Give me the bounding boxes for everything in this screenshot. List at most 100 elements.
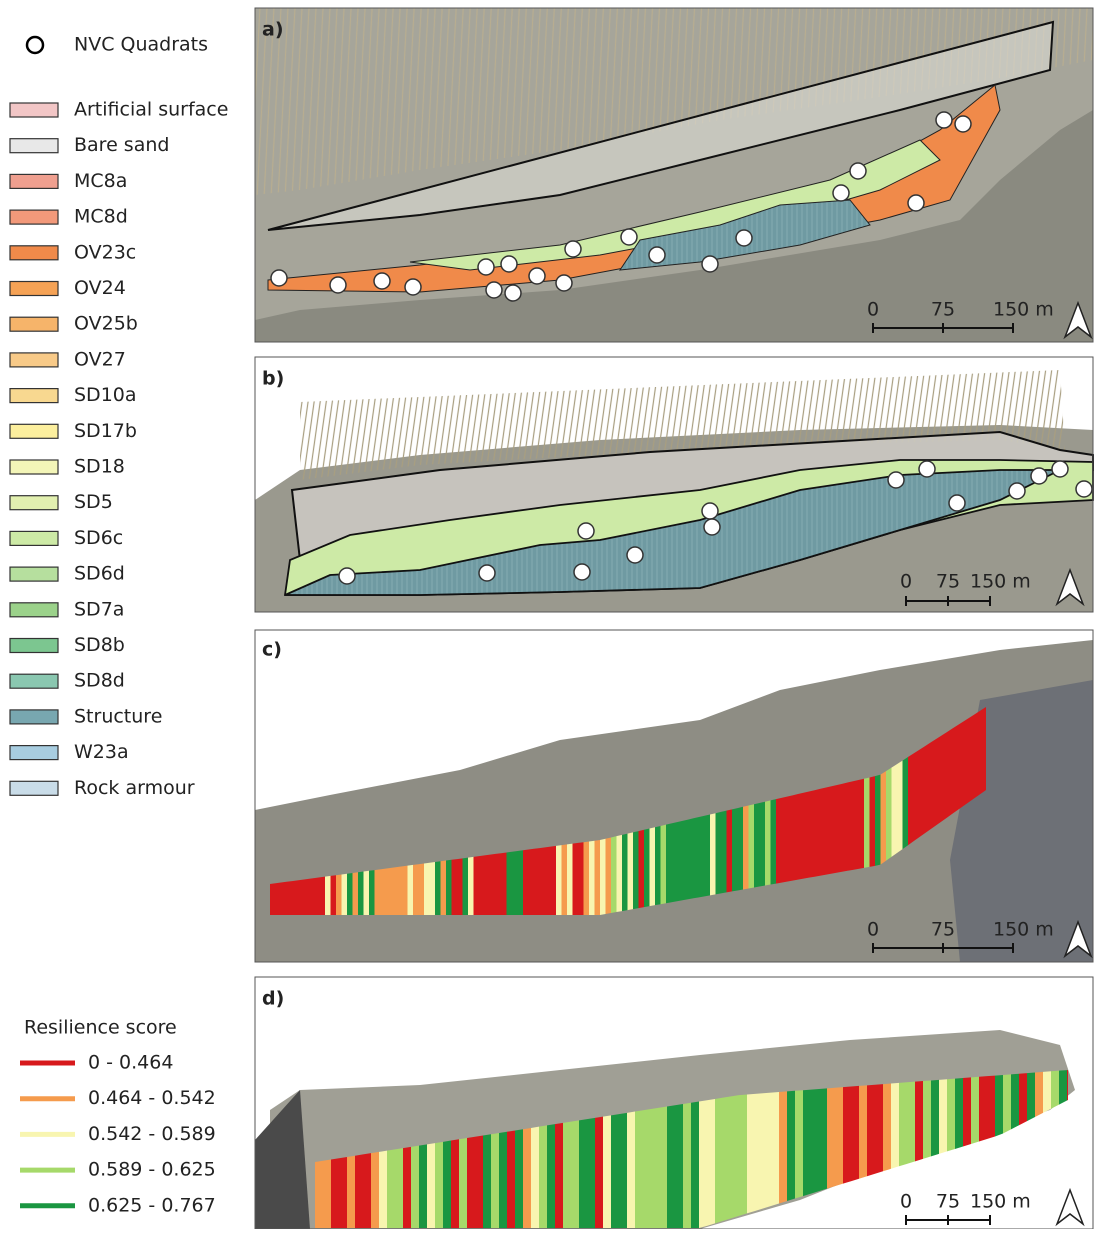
resilience-stripe bbox=[323, 1159, 331, 1228]
scale-label: 0 bbox=[900, 1191, 912, 1213]
resilience-stripe bbox=[931, 1080, 939, 1157]
legend-swatch bbox=[10, 460, 58, 474]
resilience-stripe bbox=[743, 806, 749, 890]
resilience-stripe bbox=[782, 797, 788, 883]
panel-label: c) bbox=[262, 639, 282, 661]
resilience-stripe bbox=[683, 820, 689, 901]
resilience-stripe bbox=[691, 1101, 699, 1228]
resilience-stripe bbox=[803, 1090, 811, 1196]
resilience-stripe bbox=[677, 821, 683, 901]
legend-label: SD7a bbox=[74, 598, 124, 620]
resilience-stripe bbox=[765, 800, 771, 885]
resilience-stripe bbox=[427, 1143, 435, 1228]
resilience-stripe bbox=[441, 861, 447, 915]
legend-label: Structure bbox=[74, 705, 162, 727]
resilience-stripe bbox=[1011, 1074, 1019, 1130]
resilience-stripe bbox=[457, 858, 463, 915]
legend-label: NVC Quadrats bbox=[74, 34, 208, 56]
resilience-stripe bbox=[371, 1152, 379, 1228]
resilience-stripe bbox=[512, 851, 518, 915]
scale-label: 150 m bbox=[970, 1191, 1031, 1213]
resilience-stripe bbox=[556, 845, 562, 915]
resilience-stripe bbox=[303, 879, 309, 915]
resilience-stripe bbox=[474, 856, 480, 915]
resilience-stripe bbox=[435, 1142, 443, 1228]
resilience-stripe bbox=[827, 1088, 835, 1189]
resilience-stripe bbox=[721, 811, 727, 894]
resilience-stripe bbox=[331, 875, 337, 915]
scale-label: 0 bbox=[867, 919, 879, 941]
resilience-stripe bbox=[1035, 1072, 1043, 1117]
legend-swatch bbox=[10, 567, 58, 581]
resilience-stripe bbox=[479, 855, 485, 915]
resilience-stripe bbox=[875, 775, 881, 866]
scale-label: 0 bbox=[867, 299, 879, 321]
resilience-stripe bbox=[891, 1083, 899, 1169]
resilience-stripe bbox=[886, 768, 892, 861]
resilience-stripe bbox=[531, 1127, 539, 1228]
resilience-stripe bbox=[355, 1154, 363, 1228]
resilience-stripe bbox=[403, 1147, 411, 1228]
resilience-stripe bbox=[915, 1081, 923, 1161]
resilience-stripe bbox=[499, 1132, 507, 1228]
resilience-stripe bbox=[837, 784, 843, 873]
resilience-stripe bbox=[468, 857, 474, 915]
legend-label: 0 - 0.464 bbox=[88, 1052, 173, 1074]
legend-swatch bbox=[10, 353, 58, 367]
legend-swatch bbox=[10, 103, 58, 117]
resilience-stripe bbox=[754, 803, 760, 888]
resilience-stripe bbox=[955, 1078, 963, 1149]
resilience-stripe bbox=[851, 1086, 859, 1181]
resilience-stripe bbox=[842, 783, 848, 872]
resilience-stripe bbox=[379, 1151, 387, 1228]
resilience-stripe bbox=[467, 1137, 475, 1228]
legend-swatch bbox=[10, 210, 58, 224]
resilience-stripe bbox=[622, 834, 628, 911]
resilience-stripe bbox=[707, 1099, 715, 1226]
resilience-stripe bbox=[755, 1093, 763, 1211]
resilience-stripe bbox=[459, 1138, 467, 1228]
legend-label: SD6c bbox=[74, 527, 123, 549]
resilience-stripe bbox=[1059, 1070, 1067, 1105]
resilience-stripe bbox=[483, 1134, 491, 1228]
resilience-stripe bbox=[859, 1085, 867, 1178]
panel-label: b) bbox=[262, 368, 284, 390]
resilience-stripe bbox=[515, 1129, 523, 1228]
resilience-stripe bbox=[380, 869, 386, 915]
resilience-stripe bbox=[655, 826, 661, 905]
resilience-stripe bbox=[402, 866, 408, 915]
resilience-stripe bbox=[952, 725, 958, 814]
resilience-stripe bbox=[875, 1084, 883, 1174]
legend-label: OV24 bbox=[74, 277, 126, 299]
resilience-stripe bbox=[715, 1098, 723, 1224]
resilience-stripe bbox=[867, 1085, 875, 1177]
resilience-stripe bbox=[1067, 1070, 1068, 1101]
resilience-stripe bbox=[1043, 1071, 1051, 1113]
resilience-stripe bbox=[694, 817, 700, 898]
resilience-stripe bbox=[452, 859, 458, 915]
resilience-stripe bbox=[843, 1087, 851, 1184]
scale-label: 75 bbox=[931, 919, 955, 941]
resilience-stripe bbox=[287, 881, 293, 915]
legend-label: SD18 bbox=[74, 456, 125, 478]
resilience-stripe bbox=[408, 865, 414, 915]
resilience-stripe bbox=[705, 814, 711, 896]
resilience-stripe bbox=[787, 1091, 795, 1201]
legend-swatch bbox=[10, 246, 58, 260]
resilience-stripe bbox=[573, 843, 579, 915]
resilience-stripe bbox=[979, 1076, 987, 1141]
scale-label: 75 bbox=[936, 1191, 960, 1213]
legend-swatch bbox=[10, 139, 58, 153]
resilience-stripe bbox=[363, 1153, 371, 1228]
scale-label: 150 m bbox=[993, 919, 1054, 941]
resilience-stripe bbox=[688, 818, 694, 899]
resilience-stripe bbox=[391, 867, 397, 915]
resilience-stripe bbox=[523, 850, 529, 915]
resilience-stripe bbox=[853, 780, 859, 870]
resilience-stripe bbox=[738, 807, 744, 891]
resilience-stripe bbox=[595, 1117, 603, 1228]
legend-label: SD6d bbox=[74, 563, 125, 585]
resilience-stripe bbox=[562, 844, 568, 915]
resilience-stripe bbox=[534, 848, 540, 915]
resilience-stripe bbox=[798, 793, 804, 880]
